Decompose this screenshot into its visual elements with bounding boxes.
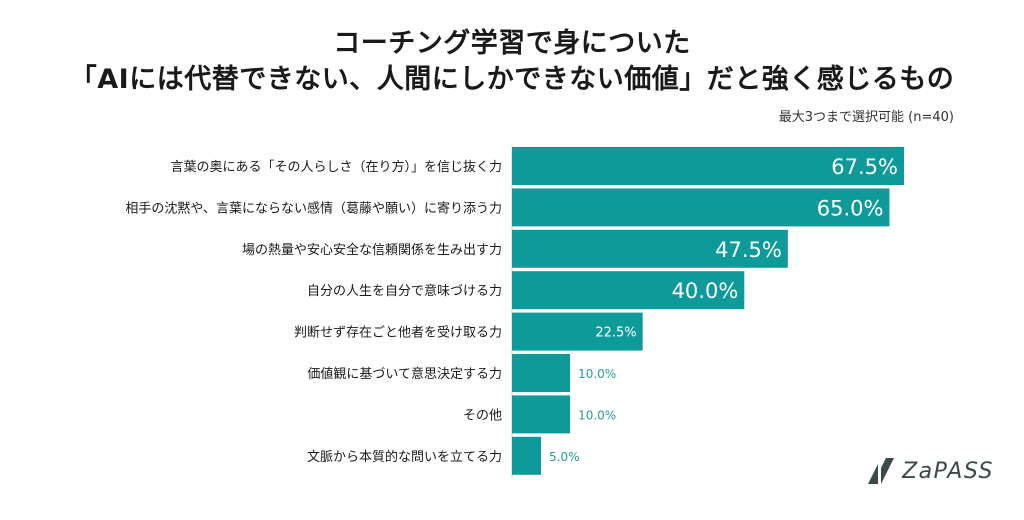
category-label-4: 判断せず存在ごと他者を受け取る力 [294,325,502,341]
bar-2 [512,229,788,268]
brand-name: ZaPASS [902,458,994,484]
category-label-1: 相手の沈黙や、言葉にならない感情（葛藤や願い）に寄り添う力 [125,200,502,216]
value-label-2: 47.5% [715,238,782,262]
category-label-6: その他 [463,408,502,423]
value-label-0: 67.5% [831,155,898,179]
value-label-4: 22.5% [595,326,636,341]
bar-6 [512,395,571,434]
bar-7 [512,436,542,475]
category-label-5: 価値観に基づいて意思決定する力 [307,366,502,382]
bar-0 [512,147,904,185]
sample-note: 最大3つまで選択可能 (n=40) [778,110,954,125]
value-label-3: 40.0% [672,279,739,303]
category-label-2: 場の熱量や安心安全な信頼関係を生み出す力 [242,242,502,258]
chart-title-line-2: 「AIには代替できない、人間にしかできない価値」だと強く感じるもの [69,64,955,95]
bar-3 [512,271,745,310]
category-label-7: 文脈から本質的な問いを立てる力 [307,449,502,465]
value-label-5: 10.0% [578,367,616,381]
value-label-7: 5.0% [549,450,580,464]
brand-logo: ZaPASS [866,456,994,486]
value-label-6: 10.0% [578,408,616,422]
value-label-1: 65.0% [817,196,884,220]
bar-4 [512,312,643,351]
category-label-3: 自分の人生を自分で意味づける力 [307,283,502,299]
bar-5 [512,354,571,392]
chart-title-line-1: コーチング学習で身についた [333,28,691,59]
category-label-0: 言葉の奥にある「その人らしさ（在り方）」を信じ抜く力 [170,159,502,175]
zapass-logo-icon [868,458,895,484]
bar-1 [512,188,890,227]
